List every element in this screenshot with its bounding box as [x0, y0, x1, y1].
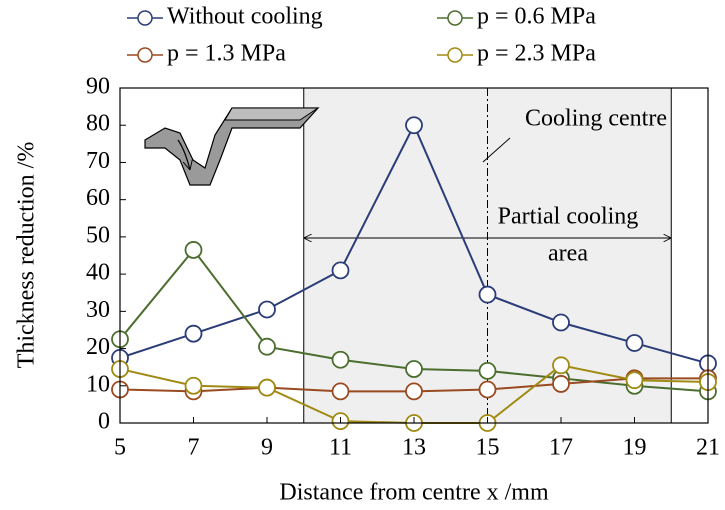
y-tick-label: 30 [86, 297, 110, 323]
x-axis-title: Distance from centre x /mm [279, 480, 549, 506]
legend-marker [137, 10, 153, 26]
x-tick-label: 7 [188, 435, 200, 461]
annotation: Cooling centre [525, 106, 667, 132]
x-tick-label: 5 [114, 435, 126, 461]
data-point [331, 261, 350, 280]
legend-marker [447, 47, 463, 63]
annotation: area [548, 241, 588, 267]
x-tick-label: 11 [329, 435, 352, 461]
data-point [184, 324, 203, 343]
y-tick-label: 0 [98, 409, 110, 435]
data-point [258, 378, 276, 397]
y-tick-label: 70 [86, 148, 110, 174]
data-point [552, 313, 570, 332]
data-point [478, 361, 497, 380]
data-point [478, 380, 497, 399]
annotation: Partial cooling [498, 204, 639, 230]
data-point [405, 360, 423, 378]
data-point [331, 350, 350, 369]
data-point [331, 382, 350, 401]
legend-marker [137, 47, 153, 63]
legend-label: Without cooling [167, 4, 323, 30]
legend-label: p = 0.6 MPa [477, 4, 596, 30]
y-tick-label: 80 [86, 111, 110, 137]
data-point [184, 241, 203, 259]
y-tick-label: 50 [86, 222, 110, 248]
data-point [405, 382, 423, 401]
data-point [552, 356, 570, 375]
x-tick-label: 9 [261, 435, 273, 461]
legend-label: p = 2.3 MPa [477, 41, 596, 67]
data-point [405, 116, 423, 135]
legend-marker [447, 10, 463, 26]
data-point [552, 375, 570, 393]
x-tick-label: 19 [623, 435, 647, 461]
data-point [184, 376, 203, 395]
x-tick-label: 17 [549, 435, 573, 461]
x-tick-label: 21 [696, 435, 720, 461]
data-point [258, 300, 276, 319]
x-tick-label: 15 [476, 435, 500, 461]
data-point [478, 285, 497, 304]
data-point [625, 371, 644, 390]
y-axis-title: Thickness reduction /% [14, 142, 40, 369]
y-tick-label: 10 [86, 371, 110, 397]
leader-line [482, 137, 511, 163]
legend-label: p = 1.3 MPa [167, 41, 286, 67]
y-tick-label: 20 [86, 334, 110, 360]
y-tick-label: 40 [86, 260, 110, 286]
inset-icon [144, 107, 320, 186]
y-tick-label: 90 [86, 74, 110, 100]
data-point [258, 337, 276, 356]
data-point [625, 334, 644, 352]
x-tick-label: 13 [402, 435, 426, 461]
y-tick-label: 60 [86, 185, 110, 211]
